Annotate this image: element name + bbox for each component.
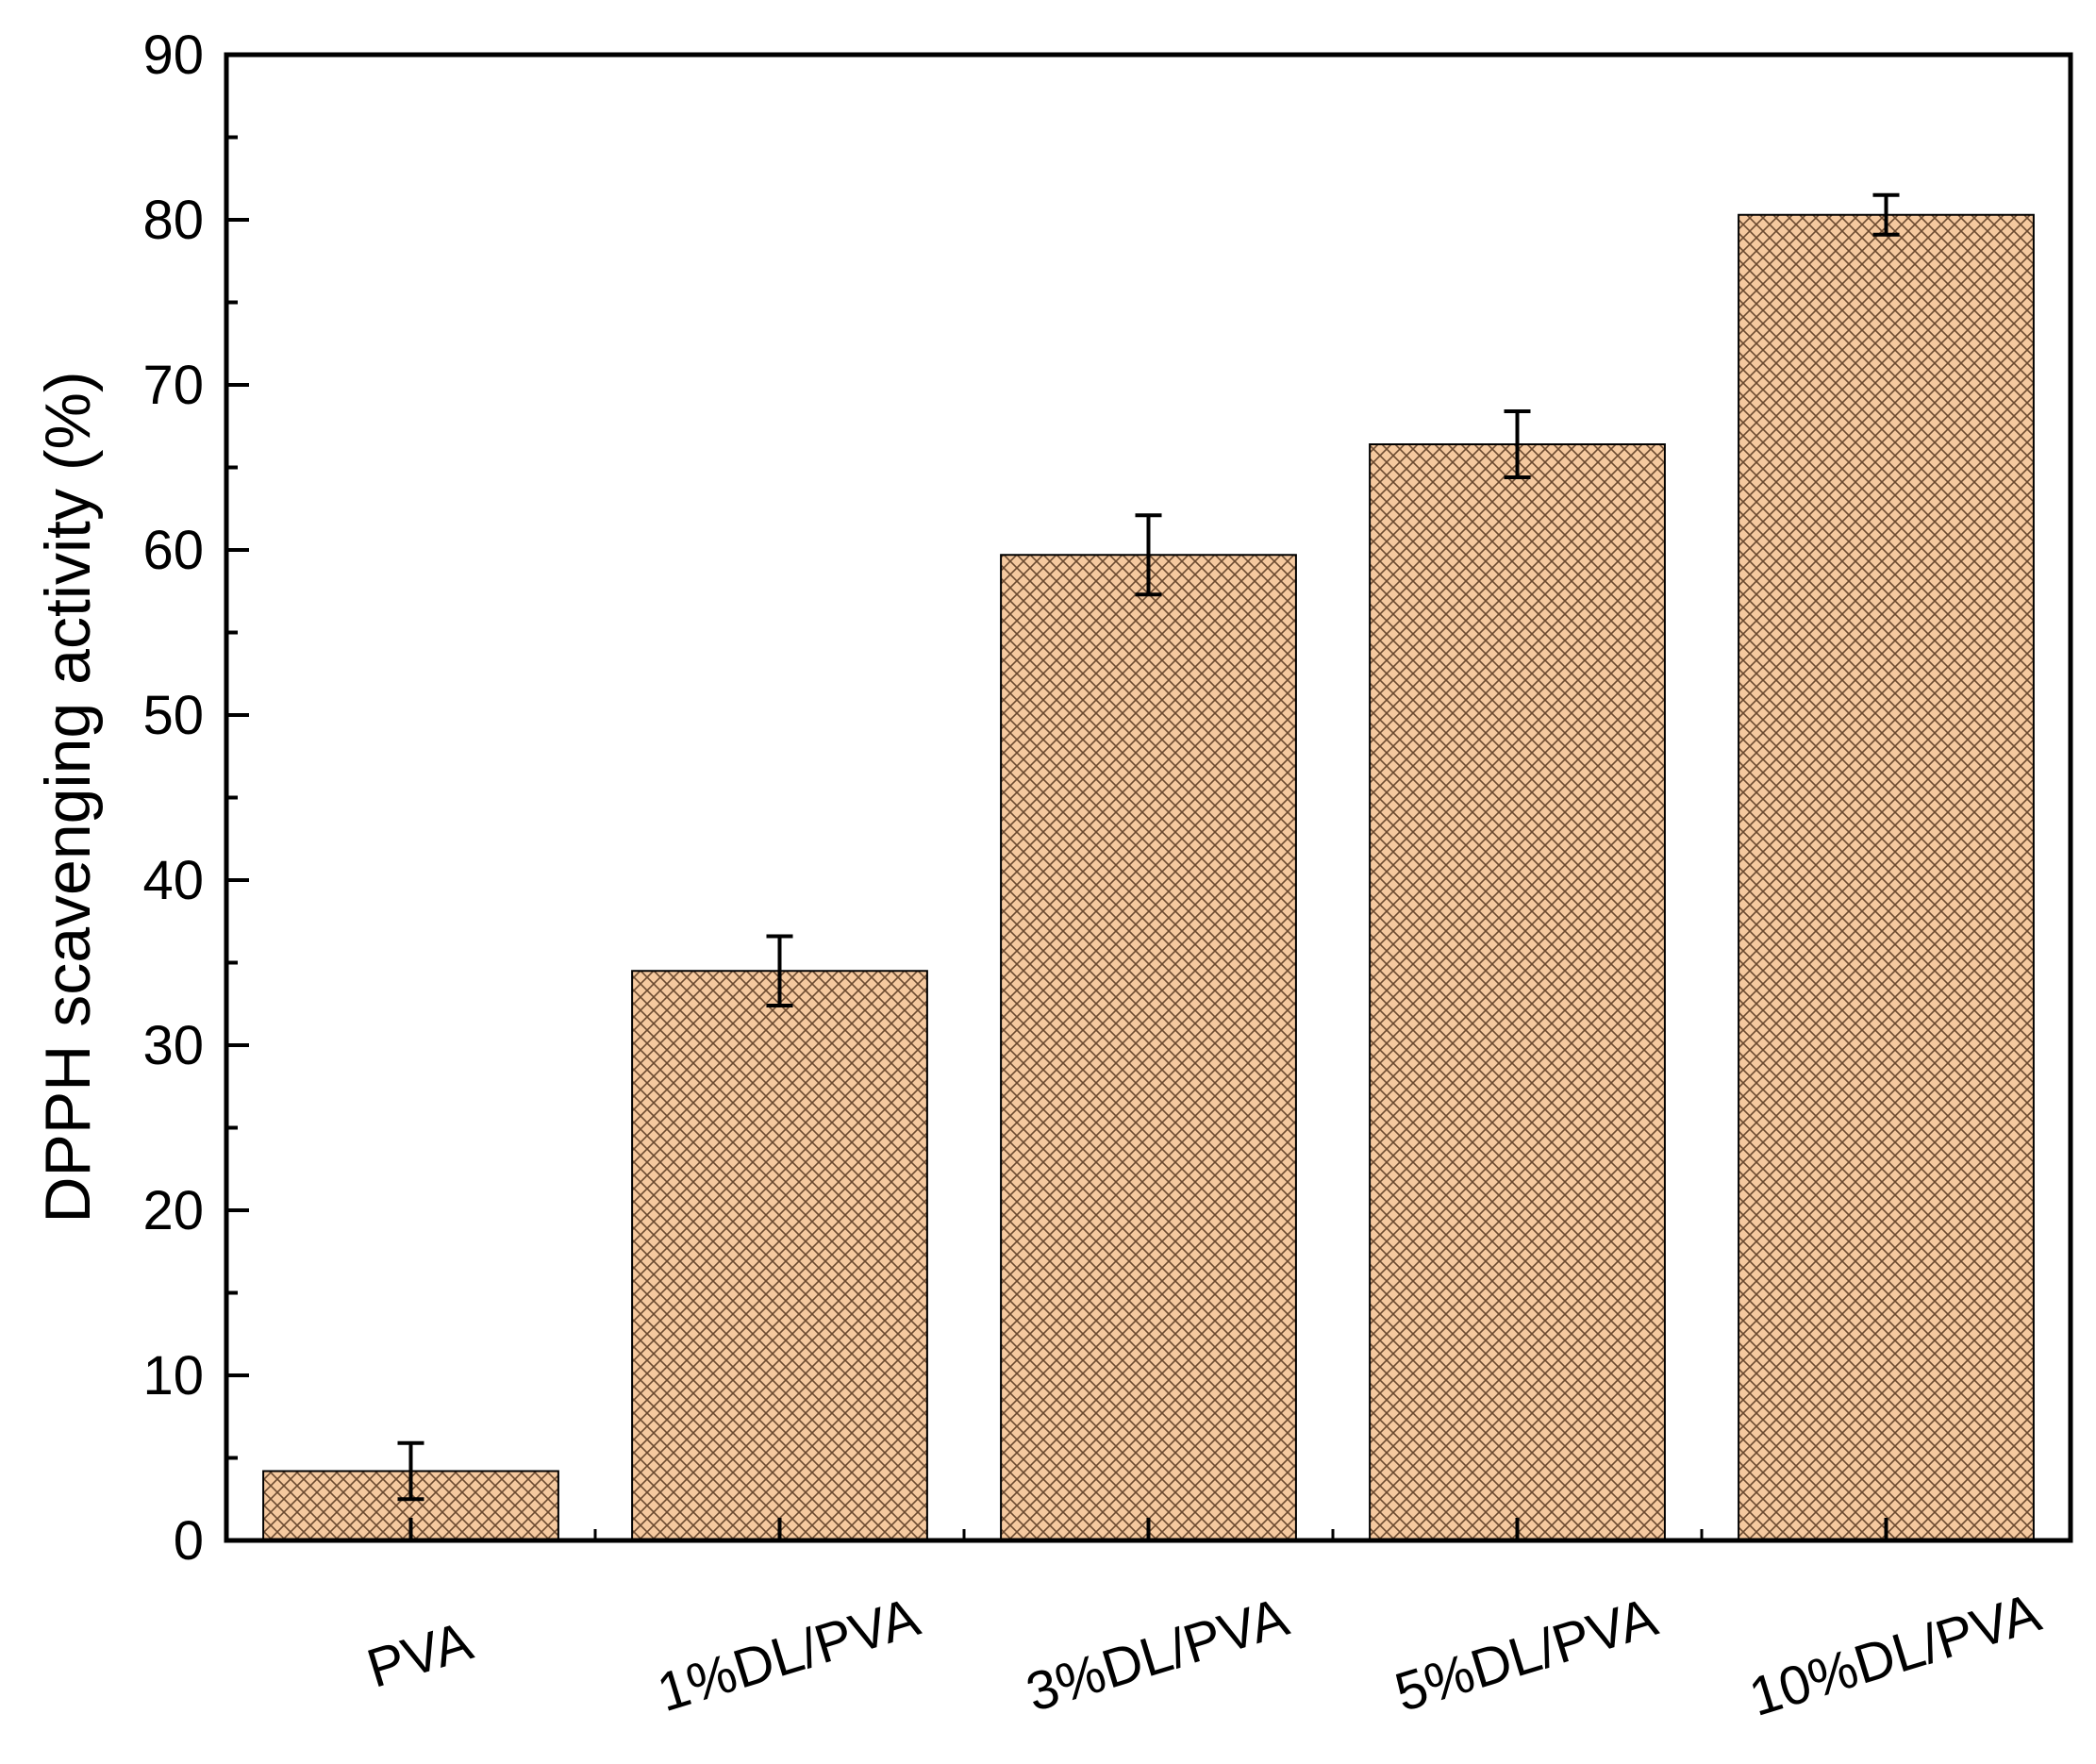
y-axis-title: DPPH scavenging activity (%) bbox=[32, 371, 104, 1223]
y-tick-label: 30 bbox=[142, 1015, 204, 1076]
x-axis: PVA 1%DL/PVA 3%DL/PVA 5%DL/PVA 10%DL/PVA bbox=[360, 1518, 2048, 1728]
x-tick-label: PVA bbox=[360, 1610, 479, 1700]
bar bbox=[631, 970, 928, 1541]
y-tick-label: 10 bbox=[142, 1345, 204, 1406]
y-tick-label: 90 bbox=[142, 25, 204, 86]
bar bbox=[1738, 213, 2035, 1541]
error-bar bbox=[1504, 409, 1531, 479]
y-tick-label: 80 bbox=[142, 190, 204, 251]
y-tick-label: 40 bbox=[142, 850, 204, 911]
bar bbox=[1369, 443, 1666, 1541]
y-tick-label: 20 bbox=[142, 1180, 204, 1241]
error-bar bbox=[766, 934, 793, 1007]
error-bar bbox=[1872, 192, 1900, 237]
error-bar bbox=[1135, 513, 1162, 597]
y-tick-label: 70 bbox=[142, 355, 204, 416]
x-tick-label: 5%DL/PVA bbox=[1389, 1586, 1665, 1723]
bar bbox=[1000, 554, 1297, 1541]
x-tick-label: 3%DL/PVA bbox=[1020, 1586, 1296, 1723]
x-tick-label: 10%DL/PVA bbox=[1742, 1582, 2047, 1728]
x-tick-label: 1%DL/PVA bbox=[651, 1586, 927, 1723]
y-tick-label: 60 bbox=[142, 520, 204, 581]
error-bar bbox=[397, 1440, 424, 1502]
y-tick-label: 0 bbox=[174, 1510, 204, 1572]
bars-group bbox=[262, 213, 2035, 1541]
y-axis: 0 10 20 30 40 50 60 70 80 90 bbox=[142, 25, 249, 1572]
error-bars-group bbox=[397, 192, 1900, 1502]
y-tick-label: 50 bbox=[142, 685, 204, 746]
